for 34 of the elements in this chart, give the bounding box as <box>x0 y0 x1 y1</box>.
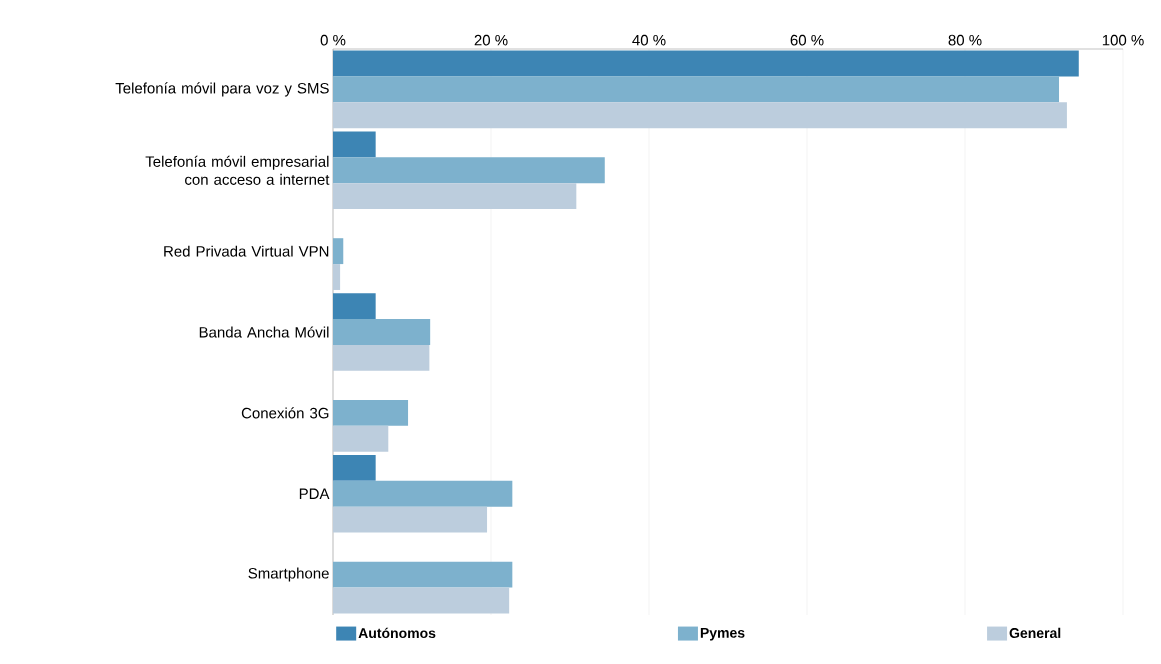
y-tick-label: Smartphone <box>248 567 329 582</box>
legend-label: Autónomos <box>358 627 436 639</box>
x-tick-label: 0 % <box>320 34 346 46</box>
bar <box>333 399 409 426</box>
bar <box>333 76 1060 103</box>
y-tick-label: Telefonía móvil para voz y SMS <box>115 82 329 97</box>
y-tick-label: PDA <box>299 488 330 499</box>
x-tick-label: 60 % <box>790 34 824 46</box>
bar <box>333 425 389 452</box>
bar <box>333 131 376 158</box>
y-tick-label: Telefonía móvil empresarial con acceso a internet <box>145 155 330 185</box>
bar <box>333 102 1067 129</box>
bar <box>333 293 376 320</box>
y-tick-label: Red Privada Virtual VPN <box>164 245 329 257</box>
bar <box>333 561 513 588</box>
bar <box>333 480 513 507</box>
bar <box>333 157 605 184</box>
legend-label: General <box>1009 627 1061 639</box>
bar <box>333 454 376 481</box>
x-tick-label: 20 % <box>474 34 508 46</box>
x-tick-label: 40 % <box>632 34 666 46</box>
bar <box>333 264 341 290</box>
bar <box>333 344 430 371</box>
bar <box>333 587 510 614</box>
bar <box>333 319 431 345</box>
y-tick-label: Banda Ancha Móvil <box>199 326 329 338</box>
y-tick-label: Conexión 3G <box>241 407 329 419</box>
bar <box>333 506 488 533</box>
x-tick-label: 100 % <box>1102 34 1144 46</box>
bar <box>333 238 344 265</box>
bar <box>333 183 577 210</box>
x-tick-label: 80 % <box>948 34 982 46</box>
legend-label: Pymes <box>700 628 745 641</box>
bar <box>333 50 1079 77</box>
